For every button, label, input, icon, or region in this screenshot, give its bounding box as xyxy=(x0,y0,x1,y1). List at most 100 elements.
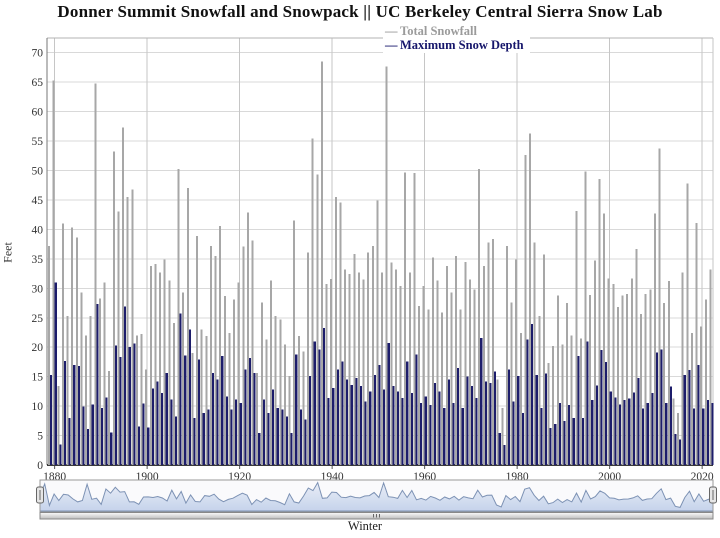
total-snowfall-bar[interactable] xyxy=(376,200,379,465)
total-snowfall-bar[interactable] xyxy=(593,260,596,465)
max-snow-depth-bar[interactable] xyxy=(304,419,307,465)
total-snowfall-bar[interactable] xyxy=(635,248,638,465)
max-snow-depth-bar[interactable] xyxy=(438,391,441,465)
max-snow-depth-bar[interactable] xyxy=(309,376,312,465)
total-snowfall-bar[interactable] xyxy=(182,292,185,465)
total-snowfall-bar[interactable] xyxy=(223,295,226,465)
total-snowfall-bar[interactable] xyxy=(154,264,157,465)
max-snow-depth-bar[interactable] xyxy=(632,392,635,465)
total-snowfall-bar[interactable] xyxy=(205,336,208,465)
max-snow-depth-bar[interactable] xyxy=(239,403,242,465)
max-snow-depth-bar[interactable] xyxy=(392,386,395,465)
max-snow-depth-bar[interactable] xyxy=(424,396,427,465)
max-snow-depth-bar[interactable] xyxy=(216,379,219,465)
max-snow-depth-bar[interactable] xyxy=(96,304,99,465)
total-snowfall-bar[interactable] xyxy=(265,339,268,465)
max-snow-depth-bar[interactable] xyxy=(258,433,261,465)
total-snowfall-bar[interactable] xyxy=(330,278,333,465)
max-snow-depth-bar[interactable] xyxy=(503,444,506,465)
max-snow-depth-bar[interactable] xyxy=(188,329,191,465)
total-snowfall-bar[interactable] xyxy=(260,302,263,465)
total-snowfall-bar[interactable] xyxy=(515,259,518,465)
max-snow-depth-bar[interactable] xyxy=(651,393,654,465)
max-snow-depth-bar[interactable] xyxy=(702,408,705,465)
total-snowfall-bar[interactable] xyxy=(381,272,384,465)
total-snowfall-bar[interactable] xyxy=(667,281,670,465)
total-snowfall-bar[interactable] xyxy=(589,294,592,465)
max-snow-depth-bar[interactable] xyxy=(299,409,302,465)
max-snow-depth-bar[interactable] xyxy=(489,383,492,465)
total-snowfall-bar[interactable] xyxy=(131,189,134,465)
total-snowfall-bar[interactable] xyxy=(690,333,693,465)
total-snowfall-bar[interactable] xyxy=(431,257,434,465)
total-snowfall-bar[interactable] xyxy=(385,66,388,465)
total-snowfall-bar[interactable] xyxy=(653,213,656,465)
total-snowfall-bar[interactable] xyxy=(145,369,148,465)
max-snow-depth-bar[interactable] xyxy=(692,408,696,465)
max-snow-depth-bar[interactable] xyxy=(295,354,298,465)
total-snowfall-bar[interactable] xyxy=(112,151,115,465)
total-snowfall-bar[interactable] xyxy=(159,272,162,465)
total-snowfall-bar[interactable] xyxy=(579,338,582,465)
max-snow-depth-bar[interactable] xyxy=(91,404,94,465)
max-snow-depth-bar[interactable] xyxy=(494,371,497,465)
total-snowfall-bar[interactable] xyxy=(117,211,120,465)
total-snowfall-bar[interactable] xyxy=(603,213,606,465)
total-snowfall-bar[interactable] xyxy=(325,284,328,465)
max-snow-depth-bar[interactable] xyxy=(540,407,543,465)
max-snow-depth-bar[interactable] xyxy=(535,374,538,465)
max-snow-depth-bar[interactable] xyxy=(433,383,437,465)
max-snow-depth-bar[interactable] xyxy=(170,399,173,465)
max-snow-depth-bar[interactable] xyxy=(517,376,520,465)
total-snowfall-bar[interactable] xyxy=(487,242,490,465)
total-snowfall-bar[interactable] xyxy=(616,307,619,465)
max-snow-depth-bar[interactable] xyxy=(466,376,469,465)
total-snowfall-bar[interactable] xyxy=(390,262,393,465)
total-snowfall-bar[interactable] xyxy=(251,240,254,465)
max-snow-depth-bar[interactable] xyxy=(554,423,557,465)
total-snowfall-bar[interactable] xyxy=(663,303,666,465)
max-snow-depth-bar[interactable] xyxy=(68,417,71,465)
max-snow-depth-bar[interactable] xyxy=(558,403,561,465)
total-snowfall-bar[interactable] xyxy=(566,303,569,465)
total-snowfall-bar[interactable] xyxy=(126,197,129,465)
max-snow-depth-bar[interactable] xyxy=(77,366,80,465)
total-snowfall-bar[interactable] xyxy=(209,245,212,465)
max-snow-depth-bar[interactable] xyxy=(415,354,418,465)
max-snow-depth-bar[interactable] xyxy=(267,413,270,465)
total-snowfall-bar[interactable] xyxy=(367,252,370,465)
max-snow-depth-bar[interactable] xyxy=(475,397,478,465)
legend-item-max-snow-depth[interactable]: — Maximum Snow Depth xyxy=(385,38,524,52)
total-snowfall-bar[interactable] xyxy=(519,333,522,465)
total-snowfall-bar[interactable] xyxy=(172,323,175,465)
max-snow-depth-bar[interactable] xyxy=(577,356,580,465)
total-snowfall-bar[interactable] xyxy=(66,315,69,465)
max-snow-depth-bar[interactable] xyxy=(87,429,90,465)
total-snowfall-bar[interactable] xyxy=(445,265,448,465)
total-snowfall-bar[interactable] xyxy=(288,376,291,465)
max-snow-depth-bar[interactable] xyxy=(618,404,622,465)
max-snow-depth-bar[interactable] xyxy=(211,373,215,465)
max-snow-depth-bar[interactable] xyxy=(147,427,150,465)
total-snowfall-bar[interactable] xyxy=(556,295,559,465)
total-snowfall-bar[interactable] xyxy=(538,315,541,465)
total-snowfall-bar[interactable] xyxy=(510,302,513,465)
total-snowfall-bar[interactable] xyxy=(399,285,402,465)
max-snow-depth-bar[interactable] xyxy=(110,432,113,465)
max-snow-depth-bar[interactable] xyxy=(669,386,672,465)
total-snowfall-bar[interactable] xyxy=(492,238,495,465)
max-snow-depth-bar[interactable] xyxy=(549,427,552,465)
max-snow-depth-bar[interactable] xyxy=(202,413,205,465)
total-snowfall-bar[interactable] xyxy=(316,174,319,465)
max-snow-depth-bar[interactable] xyxy=(50,374,53,465)
max-snow-depth-bar[interactable] xyxy=(544,373,548,465)
max-snow-depth-bar[interactable] xyxy=(105,397,108,465)
max-snow-depth-bar[interactable] xyxy=(235,399,238,465)
total-snowfall-bar[interactable] xyxy=(357,272,360,465)
max-snow-depth-bar[interactable] xyxy=(512,401,515,465)
max-snow-depth-bar[interactable] xyxy=(642,408,645,465)
max-snow-depth-bar[interactable] xyxy=(73,364,76,465)
total-snowfall-bar[interactable] xyxy=(408,272,411,465)
total-snowfall-bar[interactable] xyxy=(149,265,152,465)
total-snowfall-bar[interactable] xyxy=(422,285,425,465)
